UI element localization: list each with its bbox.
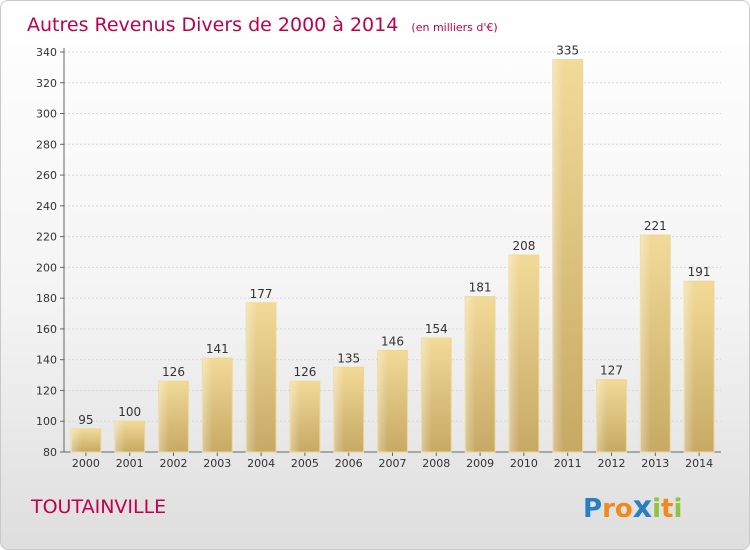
logo-letter: o bbox=[615, 494, 633, 524]
bar-highlight bbox=[509, 255, 520, 452]
bar-highlight bbox=[421, 338, 432, 452]
x-tick-label: 2008 bbox=[422, 457, 450, 470]
x-tick-label: 2000 bbox=[72, 457, 100, 470]
bar-highlight bbox=[202, 358, 213, 452]
y-tick-label: 220 bbox=[36, 231, 57, 244]
y-tick-label: 340 bbox=[36, 46, 57, 59]
data-label: 208 bbox=[512, 239, 535, 253]
x-tick-label: 2006 bbox=[335, 457, 363, 470]
x-tick-label: 2007 bbox=[379, 457, 407, 470]
bar-highlight bbox=[552, 59, 564, 452]
chart-title: Autres Revenus Divers de 2000 à 2014 (en… bbox=[27, 14, 498, 36]
bar-highlight bbox=[290, 381, 301, 452]
bar-highlight bbox=[640, 235, 651, 452]
chart-subtitle: (en milliers d'€) bbox=[411, 21, 497, 34]
data-label: 221 bbox=[644, 219, 667, 233]
y-tick-label: 160 bbox=[36, 323, 57, 336]
data-label: 135 bbox=[337, 351, 360, 365]
bar-highlight bbox=[377, 350, 389, 452]
x-tick-label: 2002 bbox=[160, 457, 188, 470]
x-tick-label: 2010 bbox=[510, 457, 538, 470]
y-tick-label: 280 bbox=[36, 138, 57, 151]
y-tick-label: 300 bbox=[36, 108, 57, 121]
bar-highlight bbox=[333, 367, 345, 452]
y-tick-label: 80 bbox=[43, 446, 57, 459]
y-tick-labels: 80 100 120 140 160 180 200 220 240 260 280 300 320 34… bbox=[36, 46, 57, 459]
y-tick-label: 320 bbox=[36, 77, 57, 90]
x-tick-label: 2003 bbox=[203, 457, 231, 470]
data-label: 126 bbox=[293, 365, 316, 379]
x-tick-label: 2012 bbox=[598, 457, 626, 470]
y-tick-label: 120 bbox=[36, 384, 57, 397]
x-tick-label: 2001 bbox=[116, 457, 144, 470]
data-label: 335 bbox=[556, 44, 579, 58]
data-label: 95 bbox=[78, 413, 93, 427]
y-tick-label: 140 bbox=[36, 354, 57, 367]
logo-letter: i bbox=[673, 494, 682, 524]
x-tick-label: 2009 bbox=[466, 457, 494, 470]
logo-letter: t bbox=[661, 494, 673, 524]
data-label: 100 bbox=[118, 405, 141, 419]
place-name: TOUTAINVILLE bbox=[30, 496, 166, 518]
data-label: 154 bbox=[425, 322, 448, 336]
data-label: 126 bbox=[162, 365, 185, 379]
x-tick-label: 2004 bbox=[247, 457, 275, 470]
bars: 95 100 126 141 177 126 135 146 154 181 208 335 127 22… bbox=[70, 44, 715, 453]
bar-highlight bbox=[114, 421, 126, 452]
y-tick-label: 100 bbox=[36, 415, 57, 428]
x-tick-label: 2013 bbox=[641, 457, 669, 470]
y-tick-label: 240 bbox=[36, 200, 57, 213]
data-label: 146 bbox=[381, 334, 404, 348]
logo-letter: r bbox=[602, 494, 615, 524]
data-label: 127 bbox=[600, 364, 623, 378]
bar-highlight bbox=[246, 302, 257, 452]
x-tick-label: 2005 bbox=[291, 457, 319, 470]
logo-letter: i bbox=[652, 494, 661, 524]
data-label: 191 bbox=[688, 265, 711, 279]
y-tick-label: 200 bbox=[36, 261, 57, 274]
bar-highlight bbox=[465, 296, 476, 452]
y-tick-label: 180 bbox=[36, 292, 57, 305]
logo-letter: P bbox=[583, 494, 602, 524]
bar-highlight bbox=[684, 281, 695, 452]
x-tick-label: 2014 bbox=[685, 457, 713, 470]
brand-logo: Proxiti bbox=[583, 490, 682, 525]
data-label: 181 bbox=[469, 281, 492, 295]
data-label: 141 bbox=[206, 342, 229, 356]
bar-highlight bbox=[596, 379, 608, 452]
x-tick-label: 2011 bbox=[554, 457, 582, 470]
bar-highlight bbox=[158, 381, 170, 452]
data-label: 177 bbox=[250, 287, 273, 301]
y-tick-label: 260 bbox=[36, 169, 57, 182]
logo-letter: x bbox=[633, 490, 652, 525]
bar-highlight bbox=[71, 428, 82, 452]
x-tick-labels: 2000 2001 2002 2003 2004 2005 2006 2007 2008 2009… bbox=[72, 457, 713, 470]
